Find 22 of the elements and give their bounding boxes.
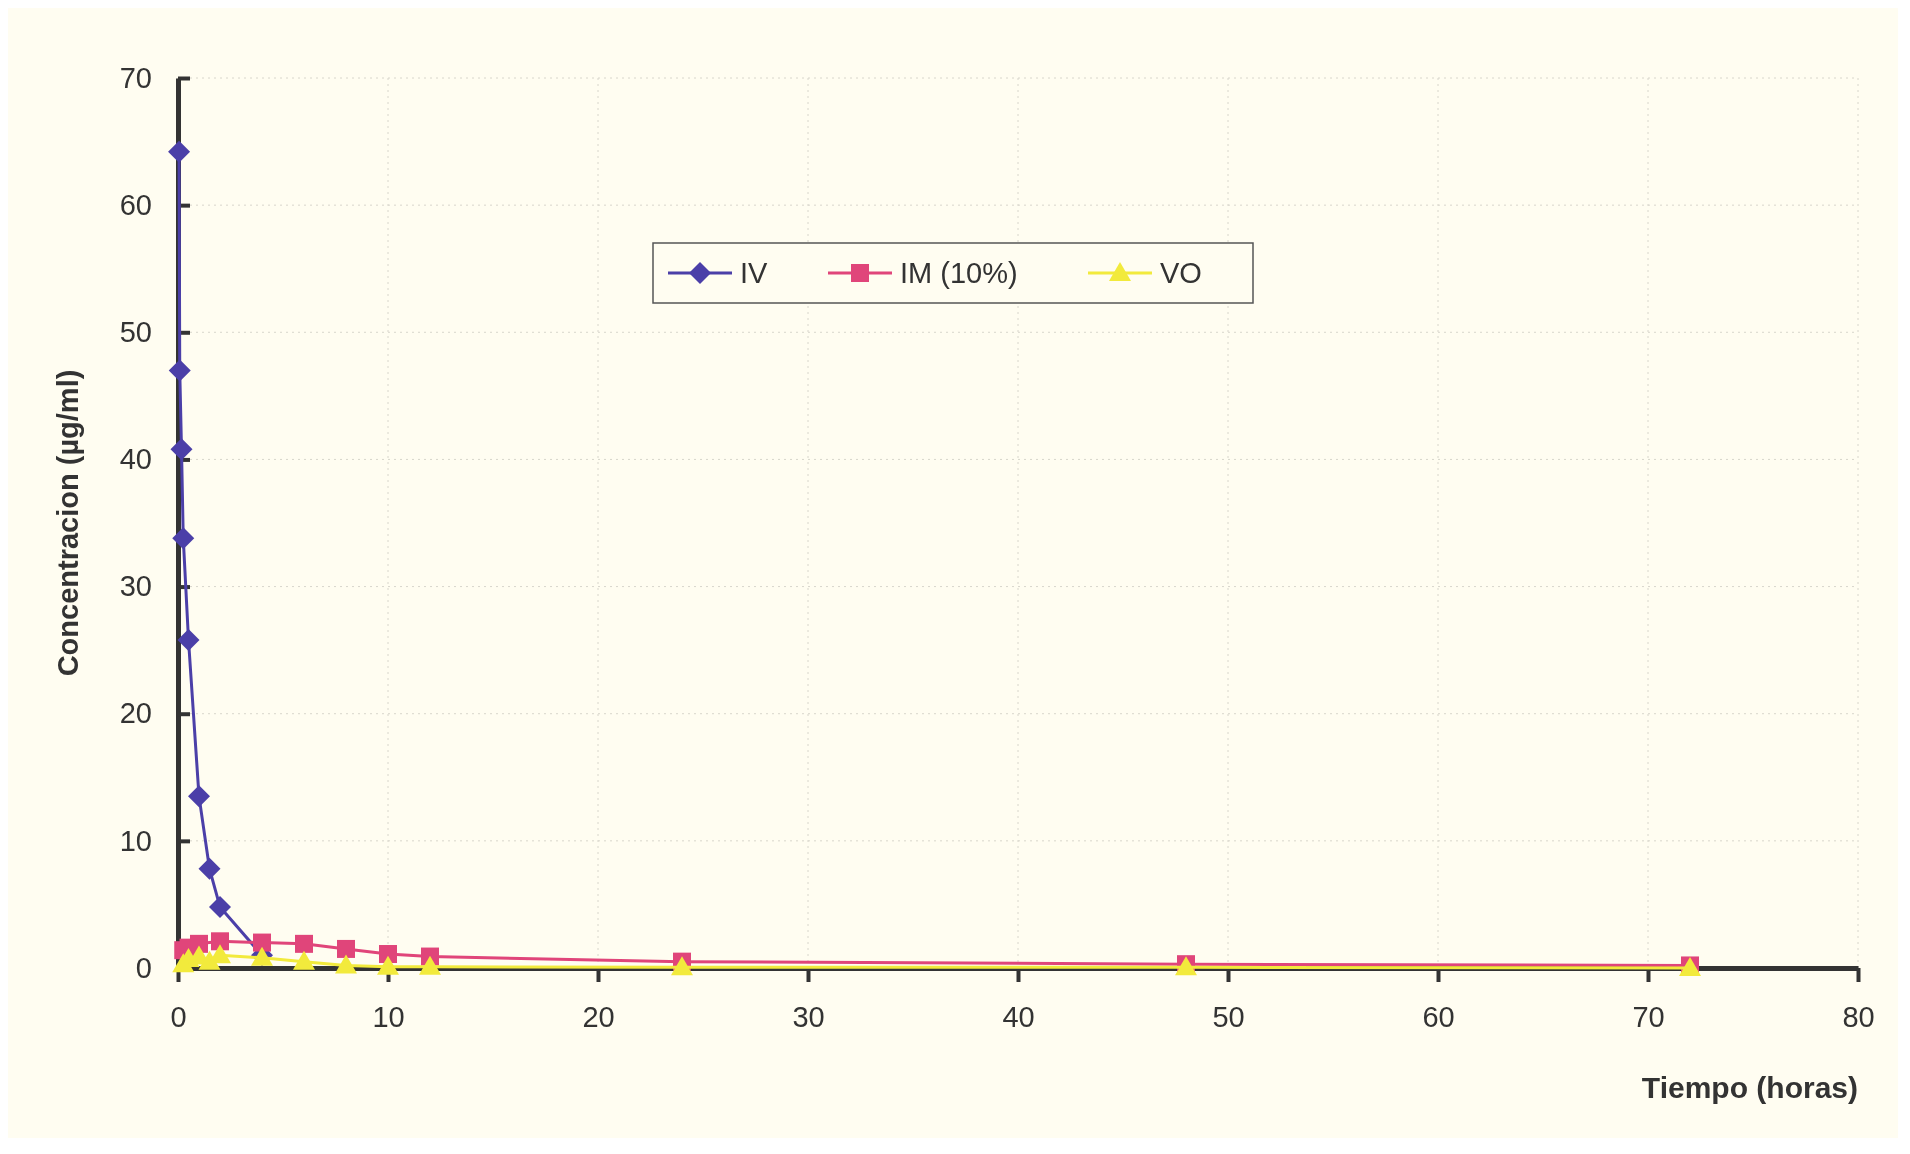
x-tick-label: 50 [1212, 1000, 1245, 1033]
y-tick-label: 0 [135, 951, 152, 984]
x-tick-label: 0 [170, 1000, 187, 1033]
legend-label: IM (10%) [900, 257, 1018, 290]
x-tick-label: 10 [372, 1000, 405, 1033]
x-tick-label: 20 [582, 1000, 615, 1033]
x-axis-title: Tiempo (horas) [1641, 1071, 1858, 1104]
x-tick-label: 40 [1002, 1000, 1035, 1033]
x-tick-label: 80 [1842, 1000, 1875, 1033]
y-axis-title: Concentracion (µg/ml) [52, 369, 84, 677]
y-tick-label: 70 [119, 61, 152, 94]
legend-label: VO [1160, 257, 1202, 290]
y-tick-label: 20 [119, 697, 152, 730]
y-tick-label: 60 [119, 188, 152, 221]
x-tick-label: 60 [1422, 1000, 1455, 1033]
legend-label: IV [740, 257, 769, 290]
y-tick-label: 50 [119, 316, 152, 349]
x-tick-label: 70 [1632, 1000, 1665, 1033]
y-tick-label: 10 [119, 824, 152, 857]
y-tick-label: 30 [119, 570, 152, 603]
x-tick-label: 30 [792, 1000, 825, 1033]
y-tick-label: 40 [119, 443, 152, 476]
